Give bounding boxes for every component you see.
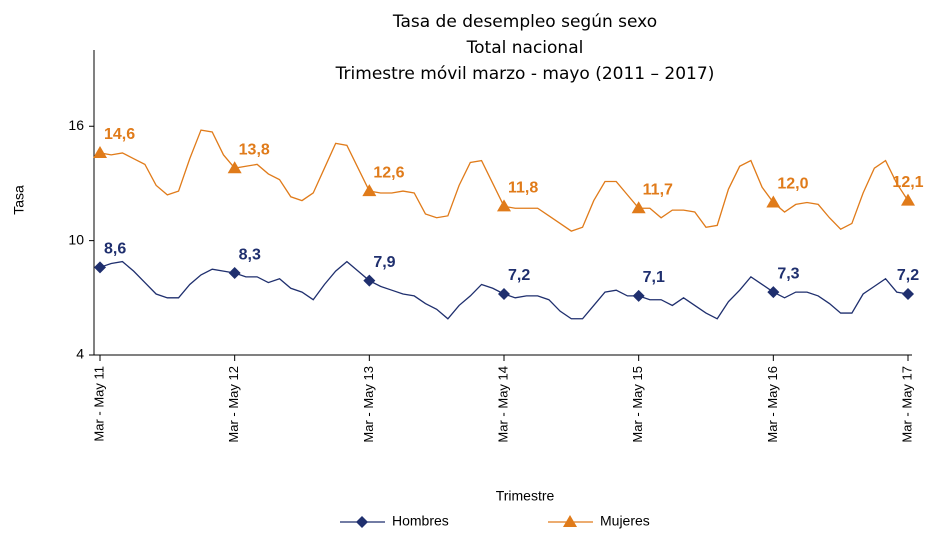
data-label: 7,3 bbox=[777, 265, 799, 282]
data-point bbox=[632, 289, 645, 302]
data-point bbox=[767, 286, 780, 299]
data-label: 7,2 bbox=[897, 267, 919, 284]
y-tick-label: 16 bbox=[68, 117, 84, 133]
data-point bbox=[228, 267, 241, 280]
data-label: 8,3 bbox=[239, 246, 261, 263]
x-tick-label: Mar - May 15 bbox=[630, 366, 645, 443]
data-label: 14,6 bbox=[104, 126, 135, 143]
data-label: 7,1 bbox=[643, 269, 665, 286]
data-point bbox=[631, 201, 646, 214]
data-point bbox=[362, 184, 377, 197]
data-label: 11,7 bbox=[643, 181, 673, 198]
data-label: 7,9 bbox=[373, 254, 395, 271]
x-tick-label: Mar - May 16 bbox=[765, 366, 780, 443]
x-axis-title: Trimestre bbox=[496, 488, 555, 504]
data-point bbox=[497, 199, 511, 212]
data-point bbox=[902, 288, 914, 300]
chart-subtitle: Total nacional bbox=[466, 38, 584, 58]
y-tick-label: 4 bbox=[76, 346, 84, 362]
data-label: 11,8 bbox=[508, 180, 538, 197]
legend-label: Mujeres bbox=[600, 513, 650, 529]
legend-marker bbox=[563, 515, 577, 527]
data-point bbox=[766, 195, 781, 208]
y-tick-label: 10 bbox=[68, 231, 84, 247]
data-point bbox=[498, 288, 510, 300]
data-label: 8,6 bbox=[104, 241, 126, 258]
data-point bbox=[901, 193, 915, 206]
chart-title: Tasa de desempleo según sexo bbox=[392, 12, 657, 32]
data-point bbox=[94, 261, 106, 274]
x-tick-label: Mar - May 12 bbox=[226, 366, 241, 443]
y-axis-title: Tasa bbox=[11, 185, 27, 215]
x-tick-label: Mar - May 17 bbox=[899, 366, 914, 443]
x-tick-label: Mar - May 14 bbox=[495, 366, 510, 443]
data-point bbox=[93, 145, 107, 158]
data-label: 12,0 bbox=[777, 176, 808, 193]
data-label: 12,1 bbox=[892, 174, 923, 191]
data-label: 13,8 bbox=[239, 141, 270, 158]
data-point bbox=[363, 274, 376, 287]
data-label: 7,2 bbox=[508, 267, 530, 284]
x-tick-label: Mar - May 11 bbox=[91, 366, 106, 442]
x-tick-label: Mar - May 13 bbox=[361, 366, 376, 443]
data-label: 12,6 bbox=[373, 164, 404, 181]
data-point bbox=[227, 161, 242, 174]
legend-marker bbox=[356, 516, 368, 528]
chart-subtitle: Trimestre móvil marzo - mayo (2011 – 201… bbox=[335, 64, 715, 84]
legend-label: Hombres bbox=[392, 513, 449, 529]
